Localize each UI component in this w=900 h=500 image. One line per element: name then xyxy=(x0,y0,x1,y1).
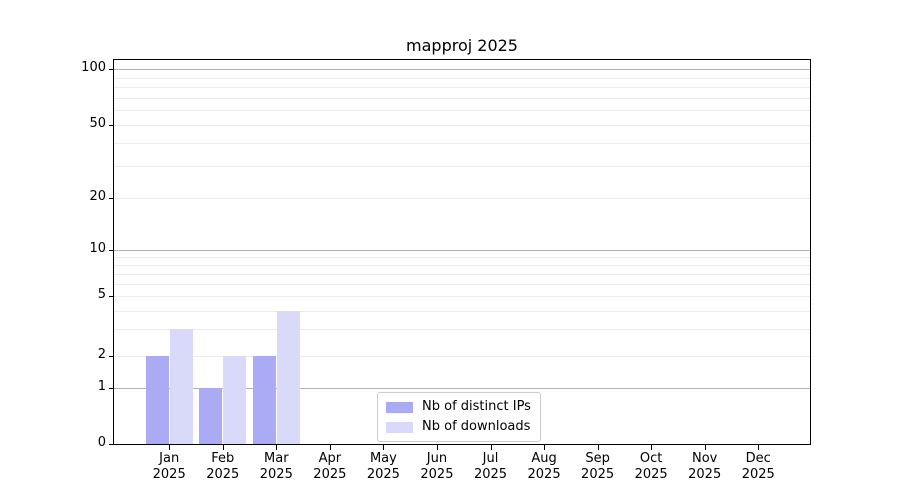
legend-entry-distinct-ips: Nb of distinct IPs xyxy=(386,399,531,415)
gridline-minor xyxy=(114,77,810,79)
x-tick-label: Jan 2025 xyxy=(152,451,186,482)
x-tick-label: Jun 2025 xyxy=(420,451,454,482)
x-tick-label: Jul 2025 xyxy=(473,451,508,482)
gridline-minor xyxy=(114,165,810,167)
bar-distinct-ips xyxy=(145,356,169,444)
y-tick-label: 0 xyxy=(97,435,106,450)
x-tick-label: Nov 2025 xyxy=(688,451,722,482)
x-tick-mark xyxy=(704,445,706,450)
gridline-minor xyxy=(114,87,810,89)
gridline-minor xyxy=(114,273,810,275)
gridline-minor xyxy=(114,97,810,99)
legend-swatch-downloads xyxy=(386,421,413,433)
gridline-major xyxy=(114,69,810,70)
gridline-minor xyxy=(114,329,810,331)
x-tick-label: Oct 2025 xyxy=(634,451,668,482)
x-tick-mark xyxy=(758,445,760,450)
gridline-minor xyxy=(114,257,810,258)
y-tick-mark xyxy=(109,69,114,70)
bar-distinct-ips xyxy=(199,388,223,444)
plot-area xyxy=(109,59,811,450)
gridline-minor xyxy=(114,125,810,126)
gridline-minor xyxy=(114,142,810,144)
x-tick-label: Dec 2025 xyxy=(741,451,775,482)
bar-downloads xyxy=(169,329,193,444)
legend-swatch-distinct-ips xyxy=(386,401,413,413)
y-tick-mark xyxy=(109,125,114,126)
bar-distinct-ips xyxy=(252,356,276,444)
bar-downloads xyxy=(276,310,300,444)
x-tick-mark xyxy=(544,445,546,450)
chart-title: mapproj 2025 xyxy=(406,36,518,55)
y-tick-label: 1 xyxy=(97,379,106,394)
x-tick-label: May 2025 xyxy=(366,451,400,482)
gridline-minor xyxy=(114,283,810,285)
y-tick-mark xyxy=(109,198,114,199)
x-tick-mark xyxy=(276,445,278,450)
gridline-major xyxy=(114,250,810,251)
gridline-minor xyxy=(114,264,810,266)
y-tick-label: 2 xyxy=(97,347,106,362)
y-tick-mark xyxy=(109,250,114,251)
legend-label-downloads: Nb of downloads xyxy=(422,419,531,434)
y-tick-label: 20 xyxy=(89,189,106,204)
y-tick-label: 50 xyxy=(89,116,106,131)
x-tick-mark xyxy=(436,445,438,450)
x-tick-mark xyxy=(169,445,171,450)
x-tick-label: Apr 2025 xyxy=(313,451,347,482)
y-tick-label: 10 xyxy=(89,241,106,256)
y-tick-mark xyxy=(109,388,114,389)
legend-label-distinct-ips: Nb of distinct IPs xyxy=(422,399,531,414)
x-tick-mark xyxy=(222,445,224,450)
x-tick-mark xyxy=(597,445,599,450)
gridline-minor xyxy=(114,296,810,297)
gridline-major xyxy=(114,388,810,389)
x-tick-mark xyxy=(490,445,492,450)
gridline-minor xyxy=(114,356,810,357)
gridline-minor xyxy=(114,310,810,312)
x-tick-label: Aug 2025 xyxy=(527,451,561,482)
gridline-minor xyxy=(114,198,810,199)
y-tick-label: 100 xyxy=(81,60,106,75)
y-tick-mark xyxy=(109,356,114,357)
x-tick-label: Feb 2025 xyxy=(206,451,240,482)
y-tick-label: 5 xyxy=(97,287,106,302)
y-tick-mark xyxy=(109,296,114,297)
x-tick-mark xyxy=(383,445,385,450)
bar-downloads xyxy=(223,356,247,444)
gridline-minor xyxy=(114,110,810,112)
x-tick-mark xyxy=(651,445,653,450)
legend: Nb of distinct IPs Nb of downloads xyxy=(377,392,541,442)
y-tick-mark xyxy=(109,444,114,445)
legend-entry-downloads: Nb of downloads xyxy=(386,419,531,435)
x-tick-label: Mar 2025 xyxy=(259,451,293,482)
x-tick-label: Sep 2025 xyxy=(581,451,615,482)
x-tick-mark xyxy=(329,445,331,450)
